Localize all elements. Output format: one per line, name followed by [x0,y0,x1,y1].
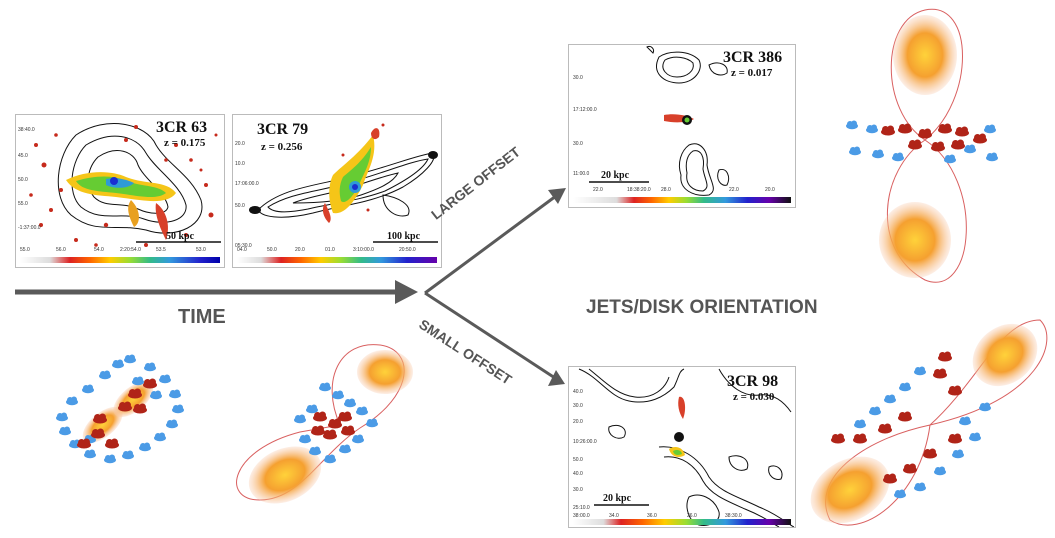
y-tick: 50.0 [18,177,28,183]
y-tick: 30.0 [573,141,583,147]
x-tick: 18:38:20.0 [627,187,651,193]
panel-title: 3CR 79 [257,121,309,138]
panel-redshift: z = 0.175 [164,137,206,149]
y-tick: 30.0 [573,75,583,81]
panel-redshift: z = 0.256 [261,141,303,153]
illustration-small-offset [810,319,1048,526]
colorbar [20,257,220,263]
illustration-early-merger [56,354,184,464]
x-tick: 36.0 [647,513,657,519]
y-tick: 10:26:00.0 [573,439,597,445]
panel-title: 3CR 386 [723,49,783,66]
x-tick: 04.0 [237,247,247,253]
panel-3cr98: 3CR 98 z = 0.030 20 kpc 40.0 30.0 20.0 1… [568,366,796,528]
x-tick: 53.5 [156,247,166,253]
y-tick: 17:12:00.0 [573,107,597,113]
panel-scale-label: 100 kpc [387,231,421,242]
panel-3cr63: 3CR 63 z = 0.175 50 kpc 38:40.0 45.0 50.… [15,114,225,268]
y-tick: 17:06:00.0 [235,181,259,187]
colorbar [237,257,437,263]
y-tick: 20.0 [573,419,583,425]
x-tick: 50.0 [267,247,277,253]
x-tick: 34.0 [609,513,619,519]
x-tick: 55.0 [20,247,30,253]
radio-map-3cr79 [249,123,438,243]
radio-map-3cr63 [29,123,221,247]
x-tick: 20.0 [295,247,305,253]
x-tick: 01.0 [325,247,335,253]
y-tick: 20.0 [235,141,245,147]
y-tick: 50.0 [235,203,245,209]
panel-scale-label: 50 kpc [166,231,195,242]
panel-redshift: z = 0.030 [733,391,775,403]
jet-emission-3cr386 [664,114,694,125]
x-tick: 54.0 [94,247,104,253]
radio-map-3cr386 [589,46,730,196]
time-label: TIME [178,306,226,328]
x-tick: 56.0 [56,247,66,253]
x-tick: 28.0 [661,187,671,193]
x-tick: 2:20:54.0 [120,247,141,253]
orientation-label: JETS/DISK ORIENTATION [586,297,818,318]
small-offset-arrow-head [548,370,565,386]
x-tick: 20:50.0 [399,247,416,253]
colorbar [573,519,791,525]
y-tick: 38:40.0 [18,127,35,133]
large-offset-arrow-head [548,188,566,204]
colorbar [573,197,791,203]
panel-3cr386: 3CR 386 z = 0.017 20 kpc 30.0 17:12:00.0… [568,44,796,208]
large-offset-arrow [424,194,557,295]
x-tick: 22.0 [729,187,739,193]
x-tick: 22.0 [593,187,603,193]
x-tick: 38:30.0 [725,513,742,519]
time-arrow-head [395,280,418,304]
panel-redshift: z = 0.017 [731,67,773,79]
y-tick: 30.0 [573,403,583,409]
panel-title: 3CR 98 [727,373,779,390]
panel-scale-label: 20 kpc [601,170,630,181]
illustration-developed-jets [236,344,413,504]
y-tick: 55.0 [18,201,28,207]
x-tick: 38:00.0 [573,513,590,519]
y-tick: 30.0 [573,487,583,493]
panel-scale-label: 20 kpc [603,493,632,504]
x-tick: 20.0 [765,187,775,193]
y-tick: 05:30.0 [235,243,252,249]
x-tick: 26.0 [687,513,697,519]
panel-title: 3CR 63 [156,119,208,136]
jet-emission-3cr79 [322,128,380,223]
x-tick: 53.0 [196,247,206,253]
cloud-ring [56,354,184,464]
panel-3cr79: 3CR 79 z = 0.256 100 kpc 20.0 10.0 17:06… [232,114,442,268]
y-tick: -1:37:00.0 [18,225,41,231]
y-tick: 25:10.0 [573,505,590,511]
y-tick: 40.0 [573,389,583,395]
y-tick: 45.0 [18,153,28,159]
illustration-large-offset [846,8,998,283]
y-tick: 50.0 [573,457,583,463]
jet-emission-3cr63 [66,172,176,240]
y-tick: 40.0 [573,471,583,477]
small-offset-arrow [424,291,556,380]
y-tick: 11:00.0 [573,171,590,177]
jet-emission-3cr98 [669,396,686,457]
y-tick: 10.0 [235,161,245,167]
x-tick: 3:10:00.0 [353,247,374,253]
